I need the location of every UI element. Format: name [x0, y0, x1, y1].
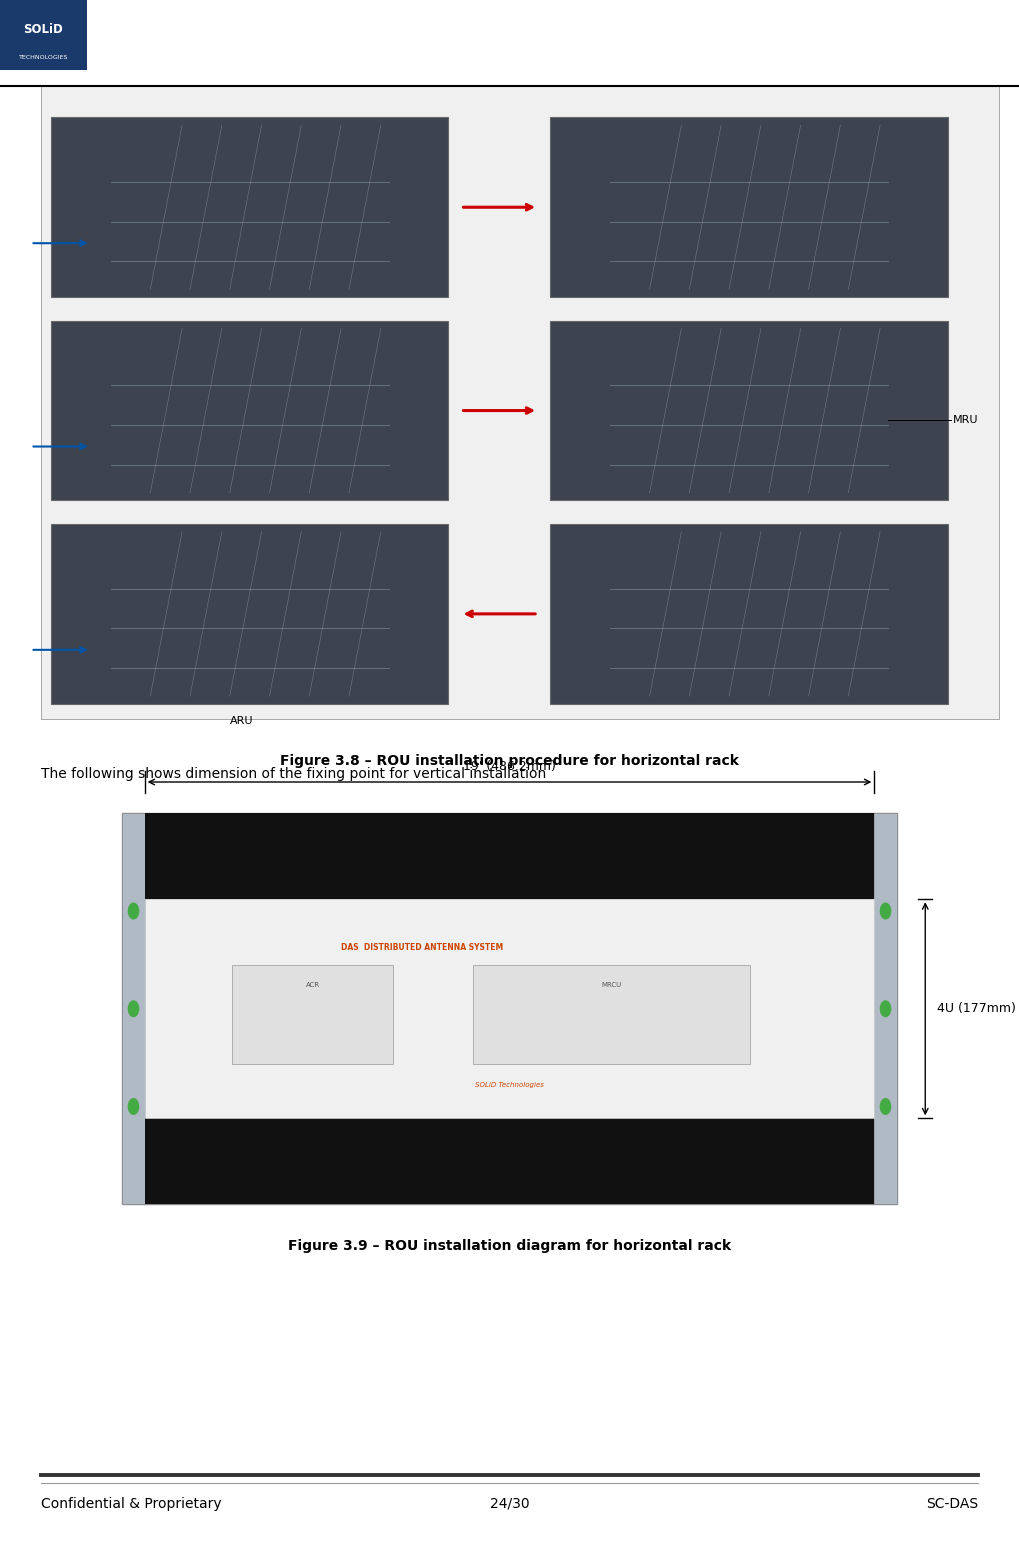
Bar: [51, 117, 448, 297]
Bar: [232, 965, 392, 1064]
Text: Figure 3.9 – ROU installation diagram for horizontal rack: Figure 3.9 – ROU installation diagram fo…: [288, 1239, 731, 1253]
Bar: [550, 321, 948, 500]
Bar: [550, 524, 948, 704]
Text: Figure 3.8 – ROU installation procedure for horizontal rack: Figure 3.8 – ROU installation procedure …: [280, 754, 739, 768]
Bar: [41, 86, 999, 719]
Bar: [473, 965, 750, 1064]
Text: The following shows dimension of the fixing point for vertical installation: The following shows dimension of the fix…: [41, 768, 546, 780]
Bar: [145, 899, 874, 1118]
Text: 19' (486.2mm): 19' (486.2mm): [463, 760, 556, 773]
Bar: [145, 813, 874, 899]
Bar: [874, 813, 897, 1204]
Bar: [0, 0, 87, 70]
Text: SOLiD: SOLiD: [23, 23, 63, 36]
Text: ACR: ACR: [306, 982, 320, 988]
Bar: [51, 524, 448, 704]
Bar: [550, 117, 948, 297]
Circle shape: [880, 1001, 891, 1017]
Circle shape: [128, 902, 139, 918]
Circle shape: [128, 1001, 139, 1017]
Bar: [145, 1118, 874, 1204]
Text: Confidential & Proprietary: Confidential & Proprietary: [41, 1497, 221, 1511]
Text: 4U (177mm): 4U (177mm): [937, 1003, 1016, 1015]
Text: TECHNOLOGIES: TECHNOLOGIES: [18, 55, 68, 59]
Text: SC-DAS: SC-DAS: [926, 1497, 978, 1511]
Circle shape: [128, 1098, 139, 1114]
Bar: [122, 813, 145, 1204]
Bar: [145, 813, 874, 1204]
Circle shape: [880, 1098, 891, 1114]
Text: SOLiD Technologies: SOLiD Technologies: [475, 1082, 544, 1089]
Text: 24/30: 24/30: [490, 1497, 529, 1511]
Text: MRU: MRU: [953, 414, 978, 424]
Text: DAS  DISTRIBUTED ANTENNA SYSTEM: DAS DISTRIBUTED ANTENNA SYSTEM: [340, 943, 503, 952]
Text: MRCU: MRCU: [601, 982, 622, 988]
Bar: [51, 321, 448, 500]
Bar: [122, 813, 897, 1204]
Text: ARU: ARU: [230, 716, 254, 726]
Circle shape: [880, 902, 891, 918]
